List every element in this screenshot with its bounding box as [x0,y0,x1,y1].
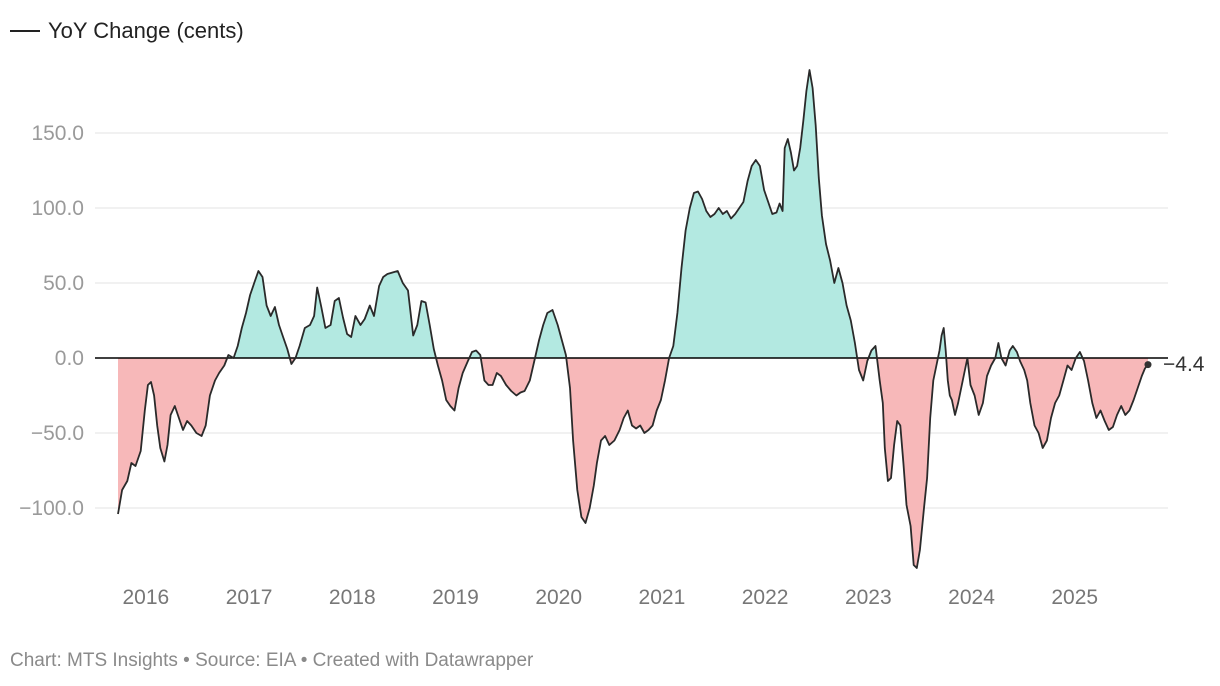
legend-line-swatch [10,30,40,32]
x-tick-label: 2018 [329,586,376,609]
series-line [117,69,1149,569]
x-tick-label: 2021 [639,586,686,609]
y-tick-label: 150.0 [31,122,84,145]
x-tick-label: 2022 [742,586,789,609]
legend-label: YoY Change (cents) [48,18,244,43]
x-tick-label: 2024 [948,586,995,609]
negative-area [118,358,1148,568]
legend: YoY Change (cents) [10,14,244,48]
y-axis-labels: 150.0 100.0 50.0 0.0 −50.0 −100.0 [19,122,84,520]
y-tick-label: −100.0 [19,497,84,520]
x-tick-label: 2017 [226,586,273,609]
x-tick-label: 2023 [845,586,892,609]
positive-area [118,70,1148,358]
y-tick-label: 0.0 [55,347,84,370]
y-tick-label: 100.0 [31,197,84,220]
y-tick-label: −50.0 [31,422,84,445]
end-point [1144,361,1152,369]
x-tick-label: 2020 [535,586,582,609]
x-axis-labels: 2016 2017 2018 2019 2020 2021 2022 2023 2024 2025 [123,586,1099,609]
end-value-label: −4.4 [1163,353,1205,376]
x-tick-label: 2025 [1051,586,1098,609]
x-tick-label: 2016 [123,586,170,609]
x-tick-label: 2019 [432,586,479,609]
gridlines [95,132,1168,509]
y-tick-label: 50.0 [43,272,84,295]
chart-footer: Chart: MTS Insights • Source: EIA • Crea… [10,650,534,671]
